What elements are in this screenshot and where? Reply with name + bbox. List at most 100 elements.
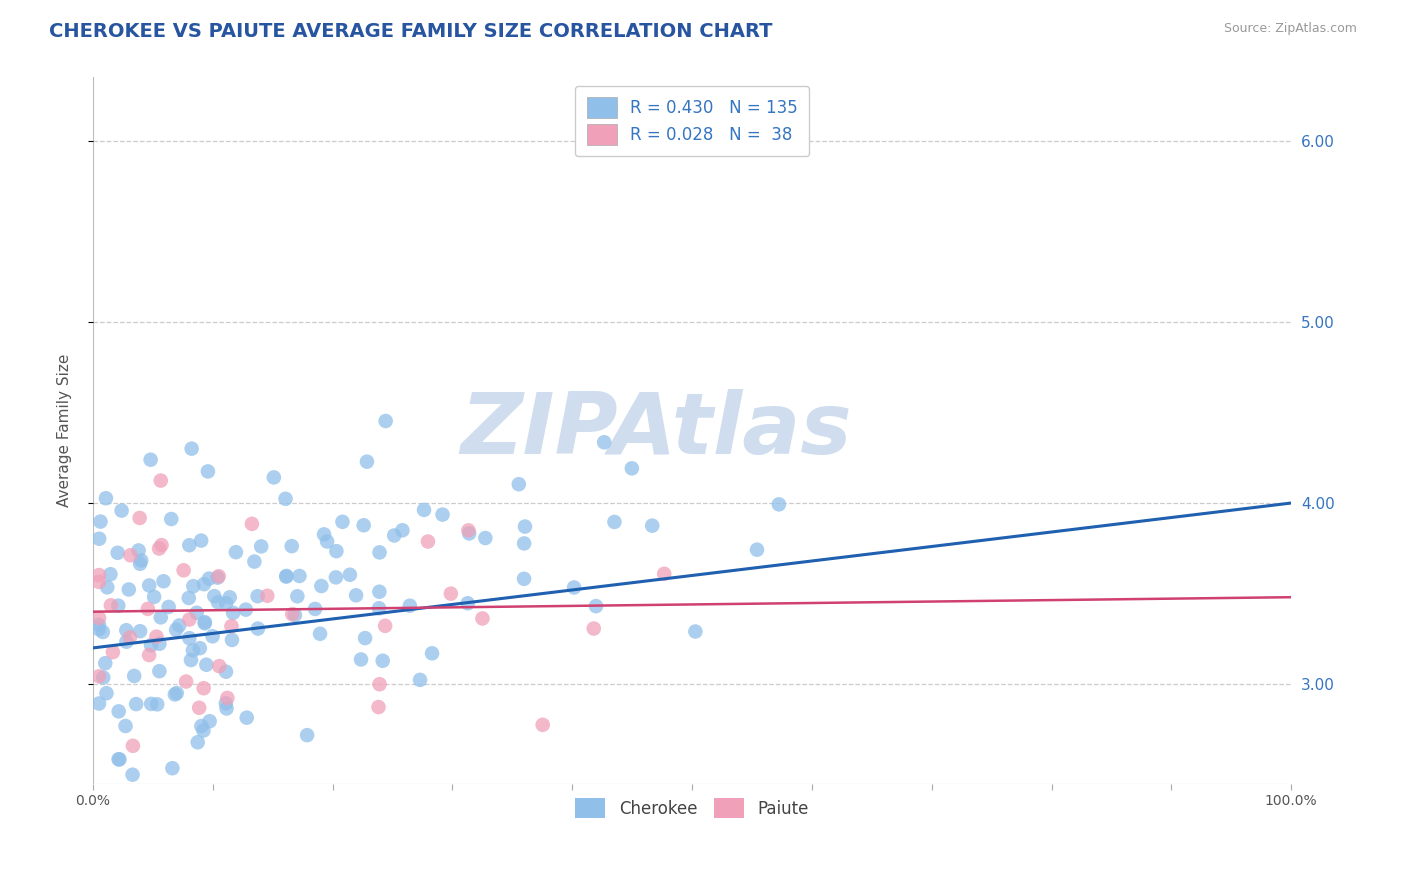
Point <box>129 624 152 639</box>
Point <box>148 664 170 678</box>
Point <box>120 548 142 562</box>
Point <box>87 574 110 589</box>
Point <box>208 569 231 583</box>
Point <box>513 536 536 550</box>
Point <box>107 599 129 613</box>
Point <box>256 589 278 603</box>
Point <box>603 515 626 529</box>
Point <box>325 544 347 558</box>
Point <box>91 624 114 639</box>
Point <box>125 697 148 711</box>
Point <box>243 555 266 569</box>
Point <box>180 442 202 456</box>
Point <box>471 611 494 625</box>
Point <box>114 719 136 733</box>
Point <box>368 545 391 559</box>
Point <box>356 455 378 469</box>
Point <box>152 574 174 589</box>
Point <box>150 538 173 552</box>
Point <box>188 641 211 656</box>
Point <box>281 607 304 622</box>
Point <box>368 584 391 599</box>
Point <box>174 674 197 689</box>
Point <box>101 645 124 659</box>
Point <box>325 570 347 584</box>
Point <box>316 534 339 549</box>
Point <box>129 553 152 567</box>
Text: CHEROKEE VS PAIUTE AVERAGE FAMILY SIZE CORRELATION CHART: CHEROKEE VS PAIUTE AVERAGE FAMILY SIZE C… <box>49 22 773 41</box>
Point <box>620 461 643 475</box>
Legend: Cherokee, Paiute: Cherokee, Paiute <box>569 791 815 825</box>
Point <box>353 518 375 533</box>
Point <box>194 615 217 630</box>
Point <box>188 700 211 714</box>
Point <box>181 579 204 593</box>
Point <box>108 752 131 766</box>
Point <box>173 563 195 577</box>
Point <box>312 527 335 541</box>
Point <box>167 618 190 632</box>
Y-axis label: Average Family Size: Average Family Size <box>58 354 72 508</box>
Point <box>107 704 129 718</box>
Point <box>235 602 257 616</box>
Point <box>374 619 396 633</box>
Point <box>179 631 201 645</box>
Point <box>409 673 432 687</box>
Point <box>128 511 150 525</box>
Point <box>280 539 302 553</box>
Point <box>146 698 169 712</box>
Point <box>288 569 311 583</box>
Point <box>250 540 273 554</box>
Point <box>371 654 394 668</box>
Point <box>367 700 389 714</box>
Point <box>186 606 208 620</box>
Point <box>118 582 141 597</box>
Point <box>202 589 225 603</box>
Point <box>100 567 122 582</box>
Point <box>160 512 183 526</box>
Point <box>87 568 110 582</box>
Point <box>413 503 436 517</box>
Point <box>87 622 110 636</box>
Point <box>582 622 605 636</box>
Point <box>207 571 229 585</box>
Point <box>94 656 117 670</box>
Point <box>295 728 318 742</box>
Point <box>122 739 145 753</box>
Point <box>420 646 443 660</box>
Point <box>94 491 117 506</box>
Point <box>593 435 616 450</box>
Point <box>181 643 204 657</box>
Point <box>218 591 240 605</box>
Point <box>190 719 212 733</box>
Point <box>276 569 298 583</box>
Point <box>311 579 333 593</box>
Point <box>87 669 110 683</box>
Point <box>193 723 215 738</box>
Point <box>350 652 373 666</box>
Text: ZIPAtlas: ZIPAtlas <box>460 389 852 472</box>
Point <box>652 566 675 581</box>
Point <box>225 545 247 559</box>
Point <box>148 637 170 651</box>
Point <box>193 681 215 696</box>
Point <box>221 632 243 647</box>
Point <box>115 634 138 648</box>
Point <box>115 624 138 638</box>
Point <box>128 543 150 558</box>
Point <box>641 518 664 533</box>
Point <box>562 581 585 595</box>
Point <box>215 701 238 715</box>
Point <box>368 677 391 691</box>
Point <box>165 623 187 637</box>
Point <box>180 653 202 667</box>
Point <box>285 589 308 603</box>
Point <box>531 718 554 732</box>
Point <box>177 591 200 605</box>
Point <box>139 638 162 652</box>
Point <box>198 572 221 586</box>
Point <box>382 528 405 542</box>
Point <box>138 578 160 592</box>
Point <box>440 587 463 601</box>
Point <box>143 590 166 604</box>
